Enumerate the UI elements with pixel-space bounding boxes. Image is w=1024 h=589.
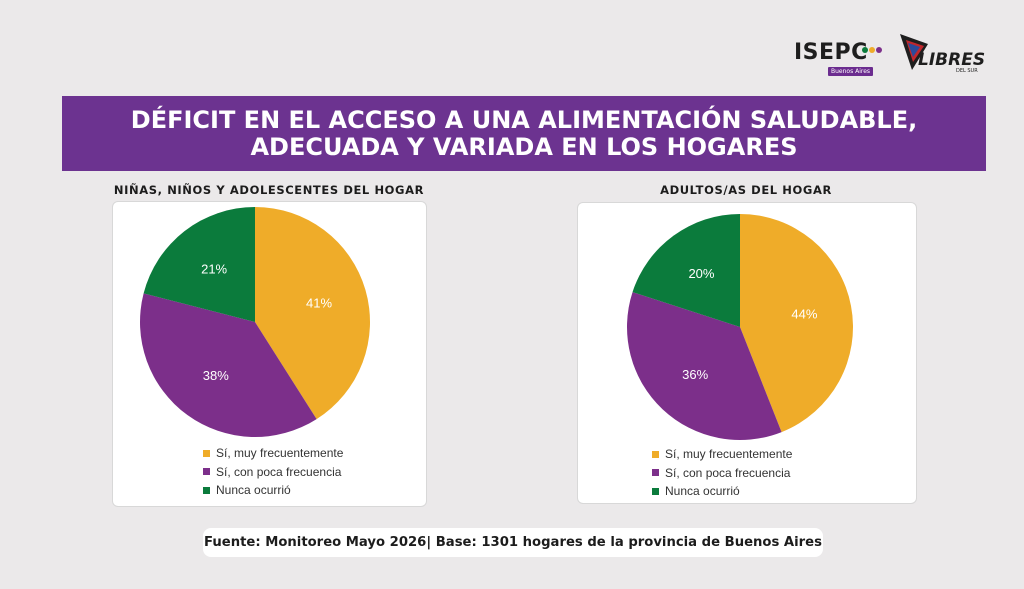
pie-slice-label-3: 20% xyxy=(688,266,714,281)
libres-flag-icon xyxy=(900,34,928,70)
isepc-logo: ISEPC Buenos Aires xyxy=(794,40,886,80)
legend-item: Nunca ocurrió xyxy=(203,481,343,500)
legend-swatch xyxy=(652,469,659,477)
pie-slice-label-3: 21% xyxy=(201,261,227,276)
libres-logo-text: LIBRES xyxy=(918,50,986,70)
pie-slice-label-2: 36% xyxy=(682,367,708,382)
pie-slice-3 xyxy=(632,214,740,327)
chart-1-legend: Sí, muy frecuentemente Sí, con poca frecu… xyxy=(203,444,343,500)
libres-logo: LIBRES DEL SUR xyxy=(898,30,986,78)
legend-swatch xyxy=(652,487,659,495)
source-footer: Fuente: Monitoreo Mayo 2026| Base: 1301 … xyxy=(203,528,823,557)
legend-item: Sí, muy frecuentemente xyxy=(652,445,792,464)
legend-label: Sí, muy frecuentemente xyxy=(665,447,793,462)
legend-swatch xyxy=(652,450,659,458)
legend-swatch xyxy=(203,449,210,457)
chart-1-title: NIÑAS, NIÑOS Y ADOLESCENTES DEL HOGAR xyxy=(113,183,425,197)
legend-label: Sí, muy frecuentemente xyxy=(216,446,344,461)
pie-slice-label-2: 38% xyxy=(203,368,229,383)
legend-item: Sí, con poca frecuencia xyxy=(652,464,792,483)
pie-slice-3 xyxy=(143,207,255,322)
legend-swatch xyxy=(203,486,210,494)
legend-label: Nunca ocurrió xyxy=(665,484,740,499)
chart-2-pie: 44% 36% 20% xyxy=(627,214,853,440)
legend-item: Sí, con poca frecuencia xyxy=(203,463,343,482)
title-line-1: DÉFICIT EN EL ACCESO A UNA ALIMENTACIÓN … xyxy=(130,105,918,134)
legend-label: Nunca ocurrió xyxy=(216,483,291,498)
legend-label: Sí, con poca frecuencia xyxy=(216,464,342,479)
chart-2-title: ADULTOS/AS DEL HOGAR xyxy=(660,183,832,197)
isepc-logo-subtext: Buenos Aires xyxy=(828,67,874,76)
chart-2-card: 44% 36% 20% Sí, muy frecuentemente Sí, con … xyxy=(577,202,917,504)
chart-2-legend: Sí, muy frecuentemente Sí, con poca frecu… xyxy=(652,445,792,501)
legend-swatch xyxy=(203,468,210,476)
pie-slice-label-1: 44% xyxy=(791,307,817,322)
pie-slice-2 xyxy=(140,293,317,437)
legend-label: Sí, con poca frecuencia xyxy=(665,465,791,480)
title-line-2: ADECUADA Y VARIADA EN LOS HOGARES xyxy=(250,132,798,161)
chart-1-pie: 41% 38% 21% xyxy=(140,207,370,437)
pie-slice-1 xyxy=(255,207,370,420)
pie-slice-label-1: 41% xyxy=(306,295,332,310)
libres-logo-subtext: DEL SUR xyxy=(956,68,978,74)
pie-slice-2 xyxy=(627,292,782,440)
legend-item: Nunca ocurrió xyxy=(652,482,792,501)
legend-item: Sí, muy frecuentemente xyxy=(203,444,343,463)
chart-1-card: 41% 38% 21% Sí, muy frecuentemente Sí, con … xyxy=(112,201,427,507)
isepc-logo-dots xyxy=(862,38,883,57)
title-banner: DÉFICIT EN EL ACCESO A UNA ALIMENTACIÓN … xyxy=(62,96,986,171)
pie-slice-1 xyxy=(740,214,853,433)
isepc-logo-text: ISEPC xyxy=(794,40,868,65)
